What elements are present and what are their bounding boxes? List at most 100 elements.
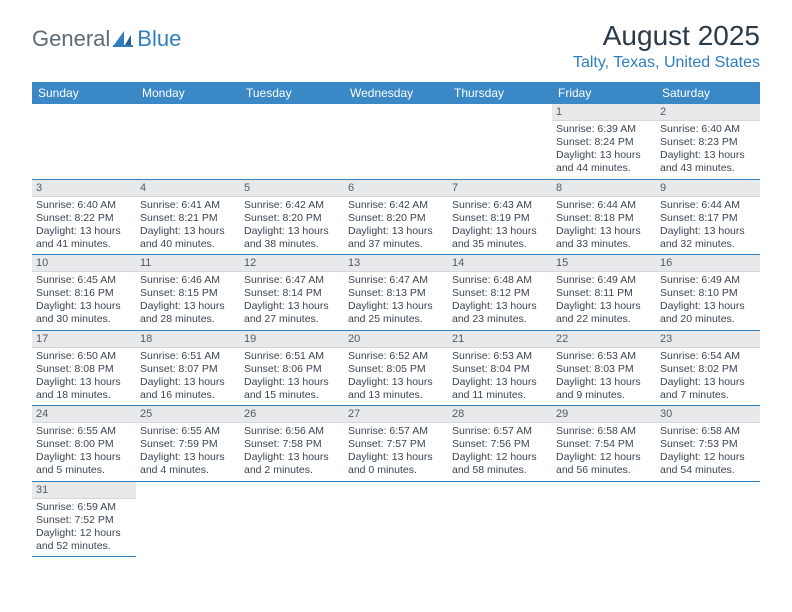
day-details: Sunrise: 6:48 AMSunset: 8:12 PMDaylight:… (448, 272, 552, 330)
day-details: Sunrise: 6:57 AMSunset: 7:56 PMDaylight:… (448, 423, 552, 481)
day-number: 26 (240, 406, 344, 423)
day-number: 9 (656, 180, 760, 197)
day-details: Sunrise: 6:47 AMSunset: 8:13 PMDaylight:… (344, 272, 448, 330)
calendar-cell: 16Sunrise: 6:49 AMSunset: 8:10 PMDayligh… (656, 255, 760, 331)
calendar-cell: 8Sunrise: 6:44 AMSunset: 8:18 PMDaylight… (552, 180, 656, 256)
calendar-cell (448, 104, 552, 180)
day-details: Sunrise: 6:59 AMSunset: 7:52 PMDaylight:… (32, 499, 136, 557)
day-number: 11 (136, 255, 240, 272)
calendar-cell: 25Sunrise: 6:55 AMSunset: 7:59 PMDayligh… (136, 406, 240, 482)
day-number: 30 (656, 406, 760, 423)
calendar-cell: 7Sunrise: 6:43 AMSunset: 8:19 PMDaylight… (448, 180, 552, 256)
calendar-cell: 11Sunrise: 6:46 AMSunset: 8:15 PMDayligh… (136, 255, 240, 331)
calendar-cell: 10Sunrise: 6:45 AMSunset: 8:16 PMDayligh… (32, 255, 136, 331)
calendar-cell: 9Sunrise: 6:44 AMSunset: 8:17 PMDaylight… (656, 180, 760, 256)
weekday-header: Friday (552, 82, 656, 104)
weekday-header: Tuesday (240, 82, 344, 104)
day-number: 15 (552, 255, 656, 272)
day-number: 4 (136, 180, 240, 197)
weekday-header: Sunday (32, 82, 136, 104)
day-details: Sunrise: 6:51 AMSunset: 8:06 PMDaylight:… (240, 348, 344, 406)
day-details: Sunrise: 6:45 AMSunset: 8:16 PMDaylight:… (32, 272, 136, 330)
calendar-cell: 31Sunrise: 6:59 AMSunset: 7:52 PMDayligh… (32, 482, 136, 558)
calendar-cell (32, 104, 136, 180)
logo-text-1: General (32, 26, 110, 52)
day-number: 21 (448, 331, 552, 348)
calendar-cell: 6Sunrise: 6:42 AMSunset: 8:20 PMDaylight… (344, 180, 448, 256)
calendar-cell: 18Sunrise: 6:51 AMSunset: 8:07 PMDayligh… (136, 331, 240, 407)
calendar-cell (240, 482, 344, 558)
calendar-cell: 28Sunrise: 6:57 AMSunset: 7:56 PMDayligh… (448, 406, 552, 482)
day-number: 2 (656, 104, 760, 121)
day-details: Sunrise: 6:44 AMSunset: 8:17 PMDaylight:… (656, 197, 760, 255)
day-details: Sunrise: 6:44 AMSunset: 8:18 PMDaylight:… (552, 197, 656, 255)
calendar-cell: 23Sunrise: 6:54 AMSunset: 8:02 PMDayligh… (656, 331, 760, 407)
day-number: 27 (344, 406, 448, 423)
calendar-cell: 1Sunrise: 6:39 AMSunset: 8:24 PMDaylight… (552, 104, 656, 180)
day-details: Sunrise: 6:53 AMSunset: 8:04 PMDaylight:… (448, 348, 552, 406)
day-details: Sunrise: 6:41 AMSunset: 8:21 PMDaylight:… (136, 197, 240, 255)
calendar-cell (656, 482, 760, 558)
calendar-cell (552, 482, 656, 558)
day-number: 22 (552, 331, 656, 348)
day-details: Sunrise: 6:49 AMSunset: 8:10 PMDaylight:… (656, 272, 760, 330)
day-number: 1 (552, 104, 656, 121)
location-text: Talty, Texas, United States (573, 54, 760, 72)
calendar-cell: 20Sunrise: 6:52 AMSunset: 8:05 PMDayligh… (344, 331, 448, 407)
weekday-header: Monday (136, 82, 240, 104)
day-details: Sunrise: 6:39 AMSunset: 8:24 PMDaylight:… (552, 121, 656, 179)
day-number: 29 (552, 406, 656, 423)
day-details: Sunrise: 6:47 AMSunset: 8:14 PMDaylight:… (240, 272, 344, 330)
day-number: 25 (136, 406, 240, 423)
logo-sail-icon (113, 30, 135, 48)
calendar-cell: 4Sunrise: 6:41 AMSunset: 8:21 PMDaylight… (136, 180, 240, 256)
day-details: Sunrise: 6:58 AMSunset: 7:54 PMDaylight:… (552, 423, 656, 481)
day-details: Sunrise: 6:57 AMSunset: 7:57 PMDaylight:… (344, 423, 448, 481)
calendar-cell: 12Sunrise: 6:47 AMSunset: 8:14 PMDayligh… (240, 255, 344, 331)
calendar-cell: 5Sunrise: 6:42 AMSunset: 8:20 PMDaylight… (240, 180, 344, 256)
day-details: Sunrise: 6:42 AMSunset: 8:20 PMDaylight:… (240, 197, 344, 255)
calendar-cell: 22Sunrise: 6:53 AMSunset: 8:03 PMDayligh… (552, 331, 656, 407)
calendar-cell (344, 482, 448, 558)
day-details: Sunrise: 6:52 AMSunset: 8:05 PMDaylight:… (344, 348, 448, 406)
day-details: Sunrise: 6:40 AMSunset: 8:23 PMDaylight:… (656, 121, 760, 179)
day-details: Sunrise: 6:50 AMSunset: 8:08 PMDaylight:… (32, 348, 136, 406)
day-details: Sunrise: 6:54 AMSunset: 8:02 PMDaylight:… (656, 348, 760, 406)
calendar-cell: 30Sunrise: 6:58 AMSunset: 7:53 PMDayligh… (656, 406, 760, 482)
calendar-cell (136, 482, 240, 558)
day-details: Sunrise: 6:49 AMSunset: 8:11 PMDaylight:… (552, 272, 656, 330)
calendar-cell: 21Sunrise: 6:53 AMSunset: 8:04 PMDayligh… (448, 331, 552, 407)
day-number: 6 (344, 180, 448, 197)
page-header: General Blue August 2025 Talty, Texas, U… (0, 0, 792, 78)
calendar-header-row: SundayMondayTuesdayWednesdayThursdayFrid… (32, 82, 760, 104)
day-number: 18 (136, 331, 240, 348)
day-details: Sunrise: 6:51 AMSunset: 8:07 PMDaylight:… (136, 348, 240, 406)
calendar-cell: 3Sunrise: 6:40 AMSunset: 8:22 PMDaylight… (32, 180, 136, 256)
calendar-cell: 26Sunrise: 6:56 AMSunset: 7:58 PMDayligh… (240, 406, 344, 482)
calendar-cell: 15Sunrise: 6:49 AMSunset: 8:11 PMDayligh… (552, 255, 656, 331)
day-number: 12 (240, 255, 344, 272)
calendar-cell: 19Sunrise: 6:51 AMSunset: 8:06 PMDayligh… (240, 331, 344, 407)
day-number: 5 (240, 180, 344, 197)
day-number: 19 (240, 331, 344, 348)
day-number: 14 (448, 255, 552, 272)
day-number: 8 (552, 180, 656, 197)
day-number: 23 (656, 331, 760, 348)
day-number: 17 (32, 331, 136, 348)
day-details: Sunrise: 6:58 AMSunset: 7:53 PMDaylight:… (656, 423, 760, 481)
logo: General Blue (32, 20, 181, 52)
calendar-cell (136, 104, 240, 180)
day-details: Sunrise: 6:53 AMSunset: 8:03 PMDaylight:… (552, 348, 656, 406)
weekday-header: Wednesday (344, 82, 448, 104)
day-number: 13 (344, 255, 448, 272)
calendar-cell: 17Sunrise: 6:50 AMSunset: 8:08 PMDayligh… (32, 331, 136, 407)
logo-text-2: Blue (137, 26, 181, 52)
day-number: 20 (344, 331, 448, 348)
day-details: Sunrise: 6:55 AMSunset: 7:59 PMDaylight:… (136, 423, 240, 481)
calendar-cell: 27Sunrise: 6:57 AMSunset: 7:57 PMDayligh… (344, 406, 448, 482)
day-number: 10 (32, 255, 136, 272)
day-details: Sunrise: 6:43 AMSunset: 8:19 PMDaylight:… (448, 197, 552, 255)
day-details: Sunrise: 6:42 AMSunset: 8:20 PMDaylight:… (344, 197, 448, 255)
calendar-cell (448, 482, 552, 558)
day-details: Sunrise: 6:40 AMSunset: 8:22 PMDaylight:… (32, 197, 136, 255)
